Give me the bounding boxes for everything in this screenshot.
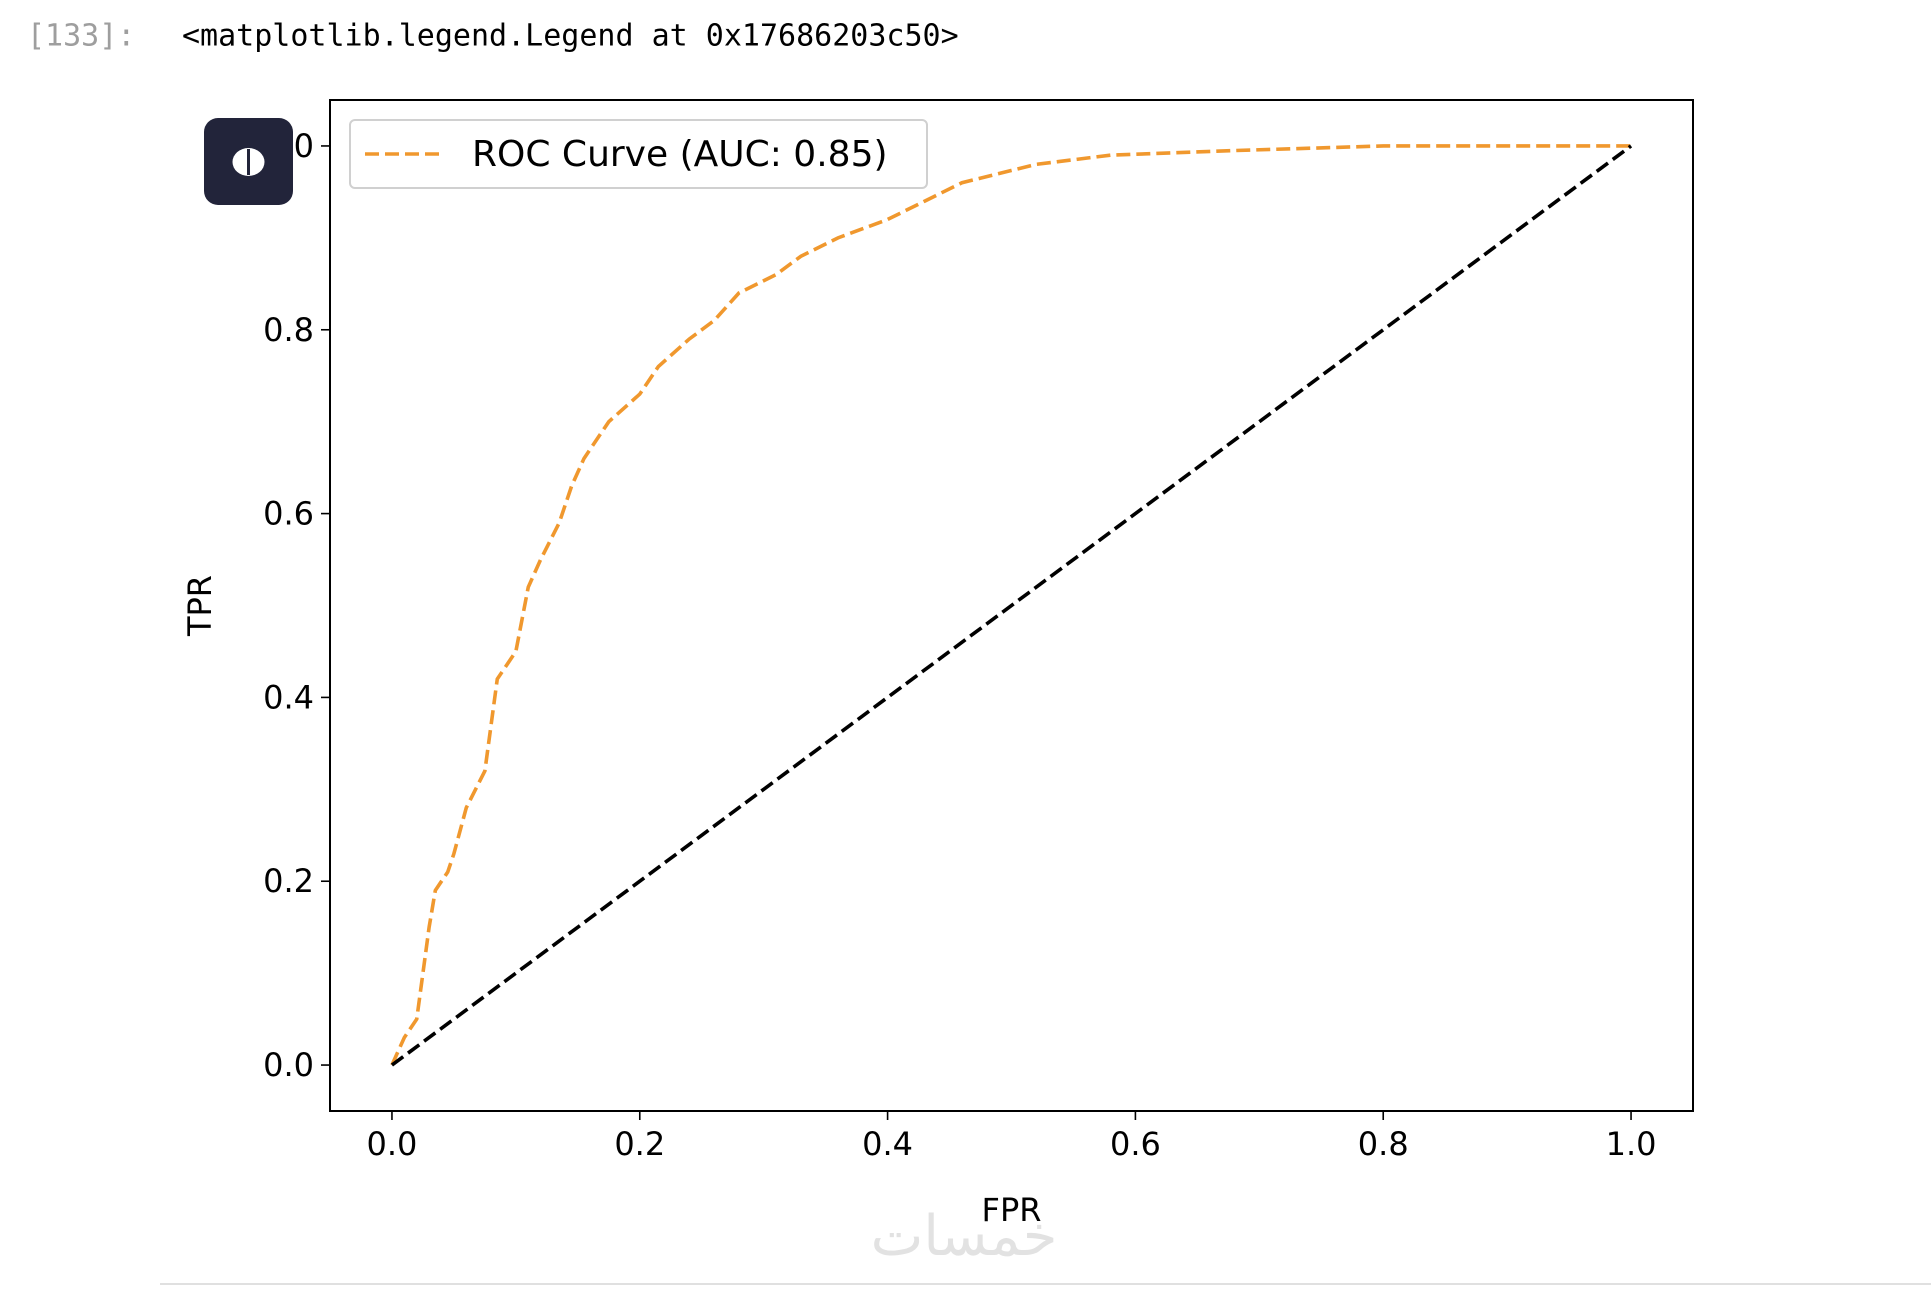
y-tick-label: 0.0 — [263, 1046, 314, 1084]
x-tick-label: 0.4 — [862, 1125, 913, 1163]
x-axis-label: FPR — [982, 1191, 1042, 1229]
line-series — [390, 144, 1632, 1066]
x-tick-label: 1.0 — [1606, 1125, 1657, 1163]
y-axis-label: TPR — [181, 575, 219, 637]
y-tick-label: 0.4 — [263, 678, 314, 716]
x-tick-label: 0.8 — [1358, 1125, 1409, 1163]
line-series — [390, 144, 1633, 1067]
legend-box — [349, 119, 928, 189]
watermark: خمسات — [871, 1204, 1058, 1269]
x-tick-label: 0.6 — [1110, 1125, 1161, 1163]
cell-prompt: [133]: — [27, 19, 135, 54]
cell-output: <matplotlib.legend.Legend at 0x17686203c… — [182, 19, 959, 54]
assistant-icon[interactable] — [204, 118, 293, 205]
axes-frame — [329, 99, 1694, 1112]
y-tick-label: 0.8 — [263, 311, 314, 349]
x-tick-label: 0.2 — [614, 1125, 665, 1163]
legend: ROC Curve (AUC: 0.85) — [349, 119, 928, 189]
y-tick-label: 0.2 — [263, 862, 314, 900]
y-tick-label: 0.6 — [263, 495, 314, 533]
x-tick-label: 0.0 — [367, 1125, 418, 1163]
legend-label: ROC Curve (AUC: 0.85) — [472, 134, 888, 175]
